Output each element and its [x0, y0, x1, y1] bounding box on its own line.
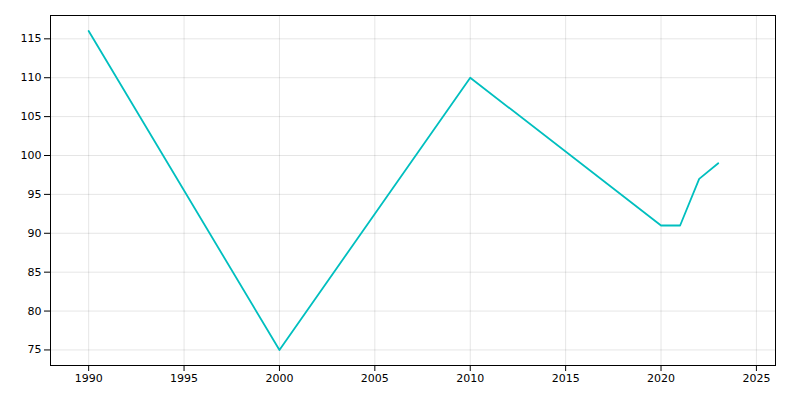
svg-text:2020: 2020 — [647, 372, 675, 385]
svg-text:115: 115 — [21, 32, 42, 45]
svg-text:2010: 2010 — [456, 372, 484, 385]
svg-text:2025: 2025 — [742, 372, 770, 385]
svg-text:80: 80 — [28, 305, 42, 318]
svg-text:2015: 2015 — [552, 372, 580, 385]
svg-text:95: 95 — [28, 188, 42, 201]
svg-text:1990: 1990 — [75, 372, 103, 385]
svg-text:75: 75 — [28, 343, 42, 356]
svg-text:90: 90 — [28, 227, 42, 240]
svg-text:100: 100 — [21, 149, 42, 162]
svg-text:105: 105 — [21, 110, 42, 123]
svg-text:2005: 2005 — [361, 372, 389, 385]
svg-text:85: 85 — [28, 266, 42, 279]
svg-text:2000: 2000 — [265, 372, 293, 385]
svg-text:110: 110 — [21, 71, 42, 84]
svg-text:1995: 1995 — [170, 372, 198, 385]
